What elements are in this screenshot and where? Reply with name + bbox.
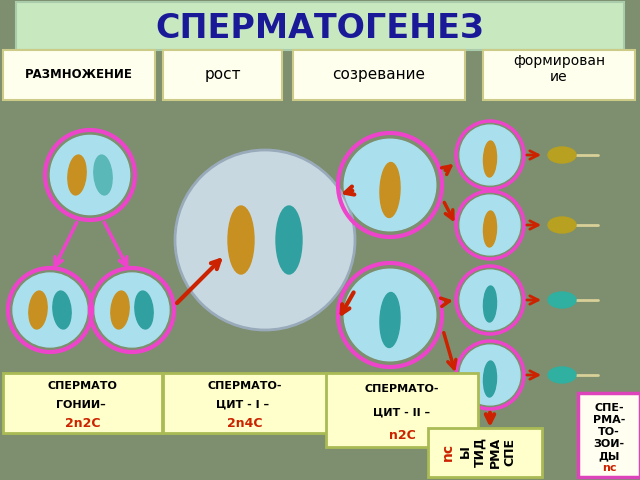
Ellipse shape <box>29 291 47 329</box>
Ellipse shape <box>94 155 112 195</box>
Text: ДЫ: ДЫ <box>598 451 620 461</box>
FancyBboxPatch shape <box>3 50 155 100</box>
Circle shape <box>460 270 520 330</box>
FancyBboxPatch shape <box>326 373 478 447</box>
Ellipse shape <box>483 361 497 397</box>
Circle shape <box>460 125 520 185</box>
Text: nc: nc <box>441 443 455 461</box>
FancyBboxPatch shape <box>578 393 640 477</box>
FancyBboxPatch shape <box>428 428 542 477</box>
Text: формирован
ие: формирован ие <box>513 54 605 84</box>
Ellipse shape <box>483 141 497 177</box>
Ellipse shape <box>548 292 576 308</box>
Text: РМА-: РМА- <box>593 415 625 425</box>
Ellipse shape <box>228 206 254 274</box>
Ellipse shape <box>548 147 576 163</box>
Text: СПЕРМАТО: СПЕРМАТО <box>47 381 117 391</box>
Ellipse shape <box>548 217 576 233</box>
Text: nc: nc <box>602 463 616 473</box>
Ellipse shape <box>380 163 400 217</box>
Circle shape <box>51 135 130 215</box>
Text: СПЕРМАТО-: СПЕРМАТО- <box>365 384 439 394</box>
Circle shape <box>344 269 436 361</box>
Ellipse shape <box>53 291 71 329</box>
FancyBboxPatch shape <box>16 2 624 50</box>
Ellipse shape <box>380 292 400 348</box>
Text: 2n2C: 2n2C <box>65 417 100 430</box>
Ellipse shape <box>483 211 497 247</box>
Text: СПЕ: СПЕ <box>504 438 516 466</box>
Text: ЗОИ-: ЗОИ- <box>593 439 625 449</box>
Text: рост: рост <box>205 68 241 83</box>
Text: РМА: РМА <box>488 436 502 468</box>
Circle shape <box>95 273 169 347</box>
Text: РАЗМНОЖЕНИЕ: РАЗМНОЖЕНИЕ <box>25 69 133 82</box>
FancyBboxPatch shape <box>163 50 282 100</box>
Ellipse shape <box>548 367 576 383</box>
Text: СПЕРМАТОГЕНЕЗ: СПЕРМАТОГЕНЕЗ <box>156 12 484 45</box>
Circle shape <box>175 150 355 330</box>
Ellipse shape <box>483 286 497 322</box>
Text: СПЕ-: СПЕ- <box>594 403 624 413</box>
FancyBboxPatch shape <box>483 50 635 100</box>
Circle shape <box>460 345 520 405</box>
Ellipse shape <box>276 206 302 274</box>
Circle shape <box>460 195 520 255</box>
Text: n2C: n2C <box>388 429 415 442</box>
Text: ГОНИИ–: ГОНИИ– <box>56 400 109 410</box>
Text: 2n4C: 2n4C <box>227 417 263 430</box>
Text: ТИД: ТИД <box>474 437 486 467</box>
Text: Ы: Ы <box>458 445 472 458</box>
FancyBboxPatch shape <box>163 373 327 433</box>
Text: СПЕРМАТО-: СПЕРМАТО- <box>208 381 282 391</box>
Ellipse shape <box>111 291 129 329</box>
Ellipse shape <box>135 291 153 329</box>
Text: ТО-: ТО- <box>598 427 620 437</box>
Text: ЦИТ - II –: ЦИТ - II – <box>373 408 431 417</box>
Text: созревание: созревание <box>333 68 426 83</box>
FancyBboxPatch shape <box>293 50 465 100</box>
FancyBboxPatch shape <box>3 373 162 433</box>
Text: ЦИТ - I –: ЦИТ - I – <box>216 400 273 410</box>
Circle shape <box>344 139 436 231</box>
Ellipse shape <box>68 155 86 195</box>
Circle shape <box>13 273 87 347</box>
